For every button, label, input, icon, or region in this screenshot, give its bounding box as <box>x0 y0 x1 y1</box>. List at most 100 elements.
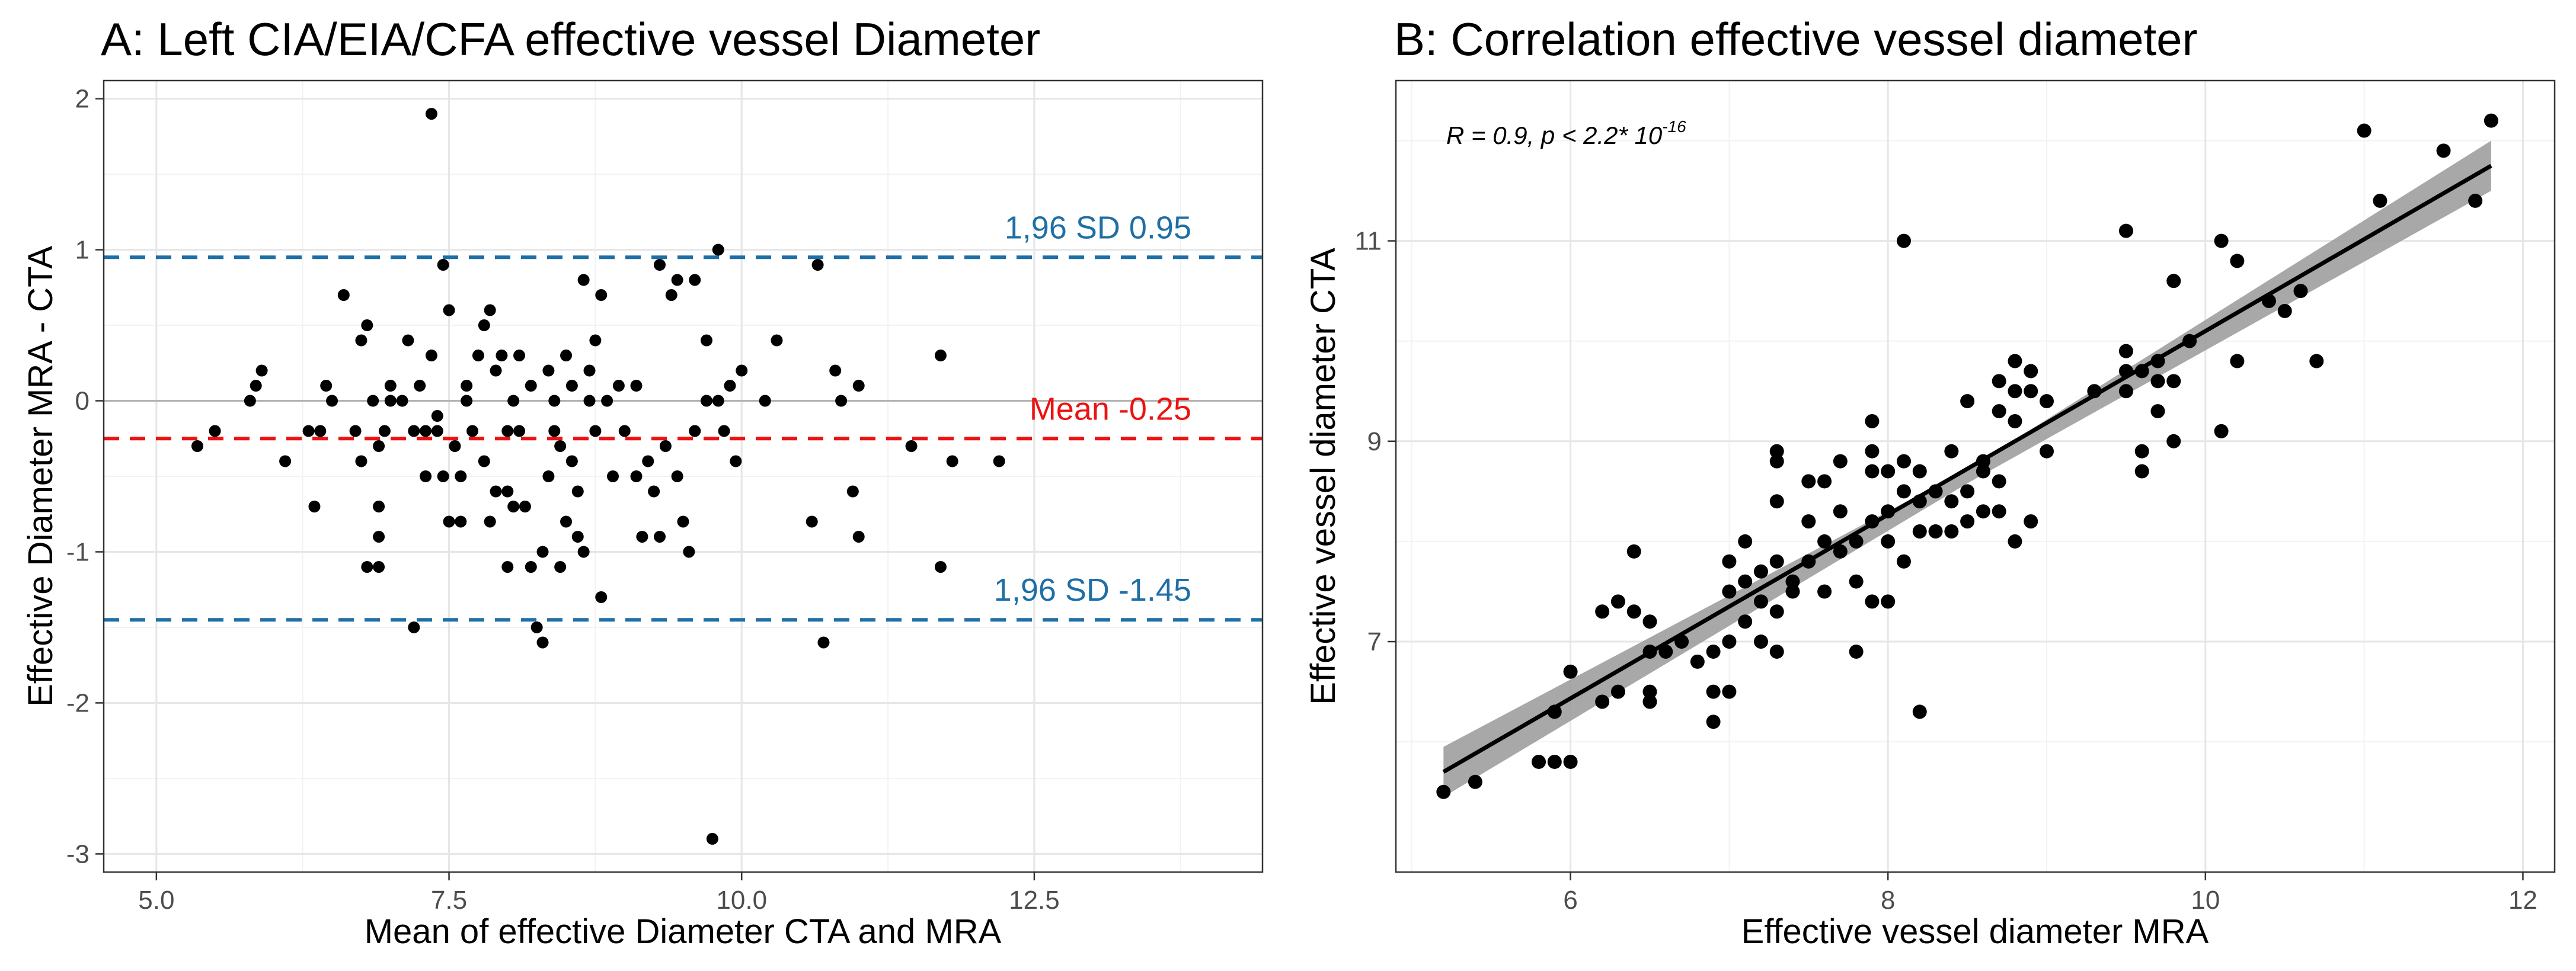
panel-a-data-point <box>571 485 584 498</box>
panel-b-data-point <box>1642 684 1657 699</box>
panel-b-regression-line <box>1442 164 2492 774</box>
panel-a-data-point <box>565 455 578 467</box>
panel-a-data-point <box>595 591 608 603</box>
panel-a-data-point <box>443 515 455 528</box>
panel-a-data-point <box>689 425 701 437</box>
panel-a-data-point <box>373 500 385 512</box>
panel-b-title: B: Correlation effective vessel diameter <box>1394 13 2198 65</box>
panel-b-data-point <box>1658 644 1673 659</box>
panel-b-data-point <box>1468 774 1482 789</box>
panel-b-data-point <box>1833 544 1848 559</box>
panel-a-data-point <box>478 455 490 467</box>
panel-a-data-point <box>583 395 596 407</box>
panel-a-data-point <box>618 425 631 437</box>
panel-a-frame <box>103 79 1264 873</box>
panel-a-data-point <box>607 470 619 482</box>
panel-a-y-tick-label: 2 <box>75 85 90 114</box>
panel-b-data-point <box>1992 404 2006 419</box>
panel-a-data-point <box>630 470 643 482</box>
panel-b-data-point <box>2357 123 2372 138</box>
panel-a-data-point <box>384 380 397 392</box>
panel-a-data-point <box>654 530 666 543</box>
panel-b-data-point <box>1896 484 1911 499</box>
panel-a-data-point <box>279 455 292 467</box>
panel-b-data-point <box>1801 514 1816 529</box>
panel-a: A: Left CIA/EIA/CFA effective vessel Dia… <box>21 13 1264 951</box>
panel-a-data-point <box>671 470 683 482</box>
panel-b-data-point <box>2008 534 2022 549</box>
panel-a-data-point <box>665 289 677 302</box>
panel-b-data-point <box>2024 364 2038 379</box>
panel-a-data-point <box>811 259 824 271</box>
panel-b-data-point <box>1722 554 1737 569</box>
panel-b-confidence-band <box>1443 140 2491 797</box>
panel-a-data-point <box>642 455 654 467</box>
panel-b-data-point <box>1817 584 1832 599</box>
panel-b-y-tick-label: 9 <box>1367 427 1382 456</box>
panel-b-data-point <box>1626 544 1641 559</box>
panel-a-data-point <box>565 380 578 392</box>
panel-b-data-point <box>1706 644 1721 659</box>
panel-a-data-point <box>542 470 555 482</box>
panel-a-data-point <box>636 530 648 543</box>
panel-a-data-point <box>542 364 555 377</box>
panel-a-data-point <box>536 546 549 558</box>
panel-a-data-point <box>478 319 490 332</box>
panel-a-data-point <box>536 636 549 649</box>
panel-b-data-point <box>2293 284 2308 299</box>
panel-a-data-point <box>829 364 842 377</box>
panel-a-data-point <box>507 500 520 512</box>
panel-a-data-point <box>601 395 613 407</box>
panel-b-data-point <box>1960 514 1975 529</box>
panel-a-data-point <box>408 621 420 633</box>
panel-a-data-point <box>759 395 771 407</box>
panel-b-points <box>1436 113 2498 799</box>
panel-a-data-point <box>934 560 947 573</box>
panel-a-data-point <box>577 274 590 286</box>
panel-b-data-point <box>1769 494 1784 509</box>
panel-a-data-point <box>408 425 420 437</box>
panel-a-data-point <box>209 425 221 437</box>
panel-b-data-point <box>1992 504 2006 519</box>
panel-a-data-point <box>191 440 203 453</box>
panel-a-data-point <box>314 425 327 437</box>
panel-b-data-point <box>2230 254 2245 268</box>
panel-b-data-point <box>1912 524 1927 539</box>
panel-a-data-point <box>846 485 859 498</box>
panel-b-data-point <box>1753 634 1768 649</box>
panel-b-data-point <box>1738 614 1753 629</box>
panel-b-y-axis-label: Effective vessel diameter CTA <box>1304 248 1343 705</box>
panel-b-grid <box>1396 81 2555 872</box>
panel-b-data-point <box>1865 444 1880 459</box>
panel-b-data-point <box>2166 274 2181 289</box>
panel-b-confidence-band-area <box>1443 140 2491 797</box>
panel-a-data-point <box>320 380 333 392</box>
panel-a-data-point <box>461 380 473 392</box>
panel-a-mean-bias-label: Mean -0.25 <box>1030 391 1191 427</box>
panel-b-data-point <box>2214 233 2229 248</box>
panel-a-data-point <box>437 470 449 482</box>
panel-a-data-point <box>817 636 830 649</box>
panel-b-data-point <box>2214 424 2229 438</box>
panel-b-data-point <box>1595 694 1610 709</box>
panel-b-data-point <box>2166 374 2181 389</box>
panel-a-data-point <box>771 334 783 347</box>
panel-b-data-point <box>1881 464 1896 479</box>
panel-a-data-point <box>560 350 573 362</box>
panel-a-data-point <box>700 395 712 407</box>
panel-b-data-point <box>1785 574 1800 589</box>
panel-a-y-tick-label: -1 <box>66 537 90 566</box>
panel-a-data-point <box>595 289 608 302</box>
panel-b: B: Correlation effective vessel diameter… <box>1304 13 2556 951</box>
panel-b-data-point <box>1769 554 1784 569</box>
panel-a-data-point <box>449 440 461 453</box>
panel-b-ticks: 6 8 10 12 7 9 11 <box>1354 227 2537 915</box>
panel-a-data-point <box>525 560 537 573</box>
panel-b-data-point <box>2230 354 2245 368</box>
panel-b-data-point <box>1738 574 1753 589</box>
panel-b-x-tick-label: 12 <box>2508 886 2537 915</box>
panel-a-lower-loa-label: 1,96 SD -1.45 <box>994 572 1191 608</box>
panel-b-data-point <box>1563 664 1578 679</box>
panel-a-data-point <box>484 304 496 316</box>
